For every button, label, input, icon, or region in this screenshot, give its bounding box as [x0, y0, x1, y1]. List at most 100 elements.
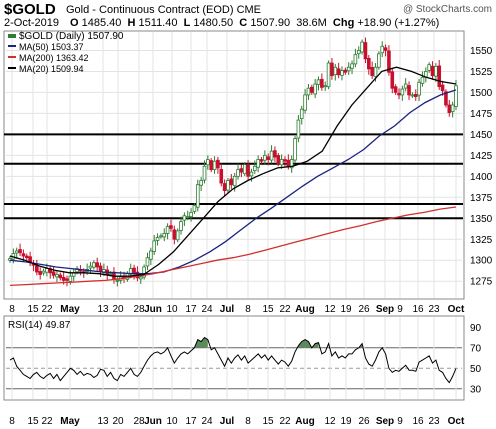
candle-body [370, 67, 374, 77]
candle-body [440, 84, 445, 92]
candle-body [363, 42, 368, 60]
candle-body [397, 93, 401, 96]
candle [182, 212, 187, 227]
candle-body [142, 266, 146, 278]
candle-body [138, 276, 143, 280]
candle [142, 264, 146, 280]
date-top-tick-label: Jun [144, 304, 162, 315]
candle [175, 228, 180, 243]
candle [420, 71, 425, 87]
candle [35, 259, 39, 276]
date-top-tick-label: Oct [448, 304, 465, 315]
candle-body [390, 71, 395, 89]
candle [440, 80, 445, 96]
candle-body [450, 104, 455, 112]
high-label: H [127, 17, 136, 29]
candle [320, 73, 324, 91]
candle-body [356, 50, 361, 55]
candle [356, 46, 361, 59]
candle-body [430, 65, 435, 77]
close-value: 1507.90 [250, 17, 291, 29]
candle-body [283, 159, 287, 162]
candle [263, 150, 267, 165]
candle [310, 84, 314, 95]
candle [219, 163, 224, 187]
candle-body [330, 62, 334, 77]
price-panel-frame [3, 30, 465, 300]
date-bottom-tick-label: 16 [412, 416, 424, 427]
candle [387, 45, 391, 76]
date-axis-top: 8 15 22 May 13 20 28 Jun 10 17 24 Jul 8 15 22 Aug 12 19 26… [9, 304, 465, 315]
candle [273, 146, 277, 163]
candle-body [256, 159, 260, 168]
candle-body [420, 76, 425, 84]
candle-body [447, 104, 452, 113]
candle-body [246, 164, 250, 177]
candle [336, 62, 341, 79]
candle [326, 60, 331, 90]
candle [340, 66, 344, 81]
ma50-line [9, 89, 457, 275]
date-top-tick-label: 15 [27, 304, 39, 315]
candle [92, 260, 96, 270]
support-resistance-lines [4, 133, 463, 220]
candle-body [232, 175, 237, 187]
legend-ma50: MA(50) 1503.37 [19, 42, 84, 52]
candle [256, 155, 260, 173]
candle-body [303, 94, 307, 111]
candle [279, 154, 284, 169]
candle-body [293, 138, 297, 161]
chart-description: Gold - Continuous Contract (EOD) CME [66, 4, 261, 16]
rsi-label: RSI(14) 49.87 [8, 320, 71, 331]
candle-body [279, 159, 284, 166]
ohlc-readout: O 1485.40 H 1511.40 L 1480.50 C 1507.90 … [70, 17, 439, 29]
price-legend: $GOLD (Daily) 1507.90 MA(50) 1503.37 MA(… [8, 31, 124, 74]
date-bottom-tick-label: 9 [397, 416, 403, 427]
candle [41, 268, 46, 276]
candle [367, 54, 371, 75]
candle [346, 62, 351, 75]
candle [403, 78, 408, 92]
date-bottom-tick-label: 19 [340, 416, 352, 427]
candle-body [28, 256, 32, 263]
date-top-tick-label: Jul [220, 304, 235, 315]
price-legend-swatch [8, 34, 16, 38]
date-top-tick-label: 23 [428, 304, 440, 315]
candle-body [95, 262, 99, 268]
candle-body [108, 273, 113, 276]
copyright-text: @ StockCharts.com [402, 4, 492, 15]
volume-value: 38.6M [296, 17, 327, 29]
candle-body [269, 150, 274, 161]
close-label: C [239, 17, 248, 29]
candle-body [152, 240, 156, 252]
candle [195, 179, 200, 212]
candle-body [310, 86, 314, 93]
candle-body [346, 66, 351, 72]
candle-body [427, 64, 431, 71]
candle-body [377, 53, 381, 68]
candle [360, 39, 364, 55]
price-tick-label: 1475 [470, 109, 493, 120]
candle-body [14, 250, 19, 254]
candle-body [202, 165, 207, 181]
price-tick-label: 1275 [470, 277, 493, 288]
candle [165, 223, 170, 240]
candle-body [286, 159, 291, 167]
candle-body [115, 279, 120, 282]
candle-body [343, 69, 348, 73]
candle [185, 210, 190, 221]
candle-body [444, 91, 448, 106]
date-bottom-tick-label: 23 [428, 416, 440, 427]
legend-ma200: MA(200) 1363.42 [19, 53, 89, 63]
price-tick-label: 1425 [470, 151, 493, 162]
candle-body [165, 226, 170, 234]
candle-body [393, 86, 398, 93]
candle [95, 257, 99, 272]
candle [454, 79, 458, 110]
candle-body [145, 257, 150, 267]
candle [269, 145, 274, 164]
candle [400, 85, 405, 101]
date-bottom-tick-label: 15 [27, 416, 39, 427]
candle [216, 156, 220, 174]
